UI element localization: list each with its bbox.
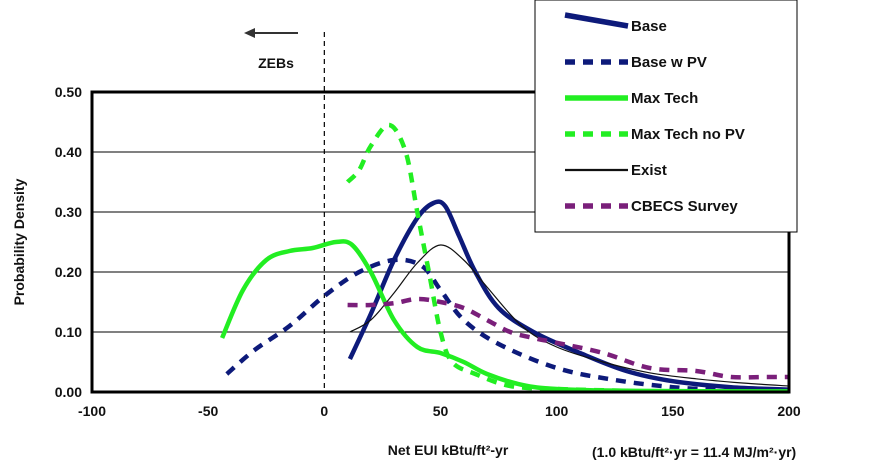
series-line-base	[347, 199, 790, 392]
x-tick-label: 200	[777, 403, 801, 419]
x-tick-label: 100	[545, 403, 569, 419]
legend-box	[534, 0, 798, 233]
y-tick-label: 0.50	[55, 84, 82, 100]
series-line-cbecs-survey	[347, 296, 789, 380]
legend-label: Base w PV	[631, 54, 707, 71]
x-tick-label: -100	[78, 403, 106, 419]
legend-swatch	[564, 12, 629, 29]
y-tick-labels: 0.00 0.10 0.20 0.30 0.40 0.50	[55, 84, 82, 400]
x-tick-labels: -100 -50 0 50 100 150 200	[78, 403, 801, 419]
series-line-max-tech-no-pv	[345, 122, 627, 394]
x-tick-label: 50	[433, 403, 449, 419]
zebs-annotation: ZEBs	[244, 28, 298, 71]
legend-label: Max Tech no PV	[631, 126, 745, 143]
x-tick-label: 0	[320, 403, 328, 419]
plot-area-frame	[90, 90, 791, 394]
series-line-base-w-pv	[225, 257, 720, 393]
legend: Base Base w PV Max Tech Max Tech no PV Exist…	[534, 0, 798, 233]
y-tick-label: 0.20	[55, 264, 82, 280]
zebs-label: ZEBs	[258, 55, 294, 71]
arrow-head-icon	[244, 28, 255, 38]
x-tick-label: 150	[661, 403, 685, 419]
unit-note: (1.0 kBtu/ft²·yr = 11.4 MJ/m²·yr)	[592, 444, 796, 460]
x-tick-label: -50	[198, 403, 218, 419]
y-tick-label: 0.40	[55, 144, 82, 160]
legend-label: Max Tech	[631, 90, 698, 107]
series-line-exist	[349, 244, 790, 387]
y-tick-label: 0.30	[55, 204, 82, 220]
series-layer	[220, 122, 790, 394]
legend-label: CBECS Survey	[631, 198, 738, 215]
y-tick-label: 0.10	[55, 324, 82, 340]
legend-label: Base	[631, 18, 667, 35]
y-tick-label: 0.00	[55, 384, 82, 400]
series-line-max-tech	[220, 239, 790, 394]
y-axis-label: Probability Density	[11, 178, 27, 305]
legend-label: Exist	[631, 162, 667, 179]
x-axis-label: Net EUI kBtu/ft²-yr	[388, 442, 509, 458]
